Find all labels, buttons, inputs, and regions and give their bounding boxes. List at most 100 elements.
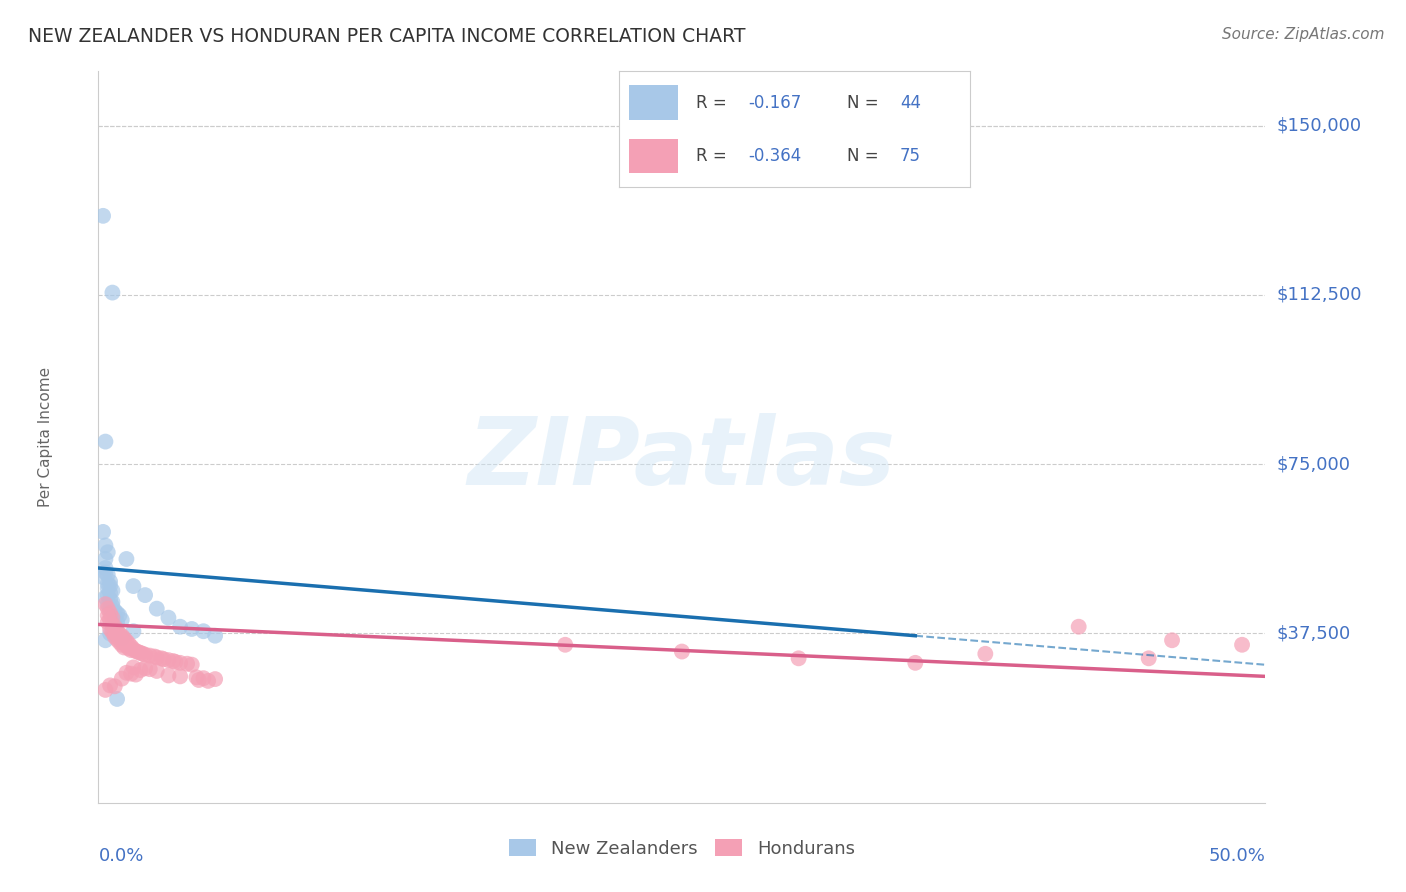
- Point: [139, 662, 162, 676]
- Point: [97, 615, 120, 630]
- Point: [187, 673, 209, 687]
- Text: R =: R =: [696, 147, 733, 165]
- Point: [105, 632, 128, 647]
- Point: [105, 624, 128, 639]
- Text: 75: 75: [900, 147, 921, 165]
- Point: [1067, 620, 1090, 634]
- Text: N =: N =: [846, 147, 884, 165]
- Point: [186, 670, 208, 684]
- Point: [152, 652, 174, 666]
- Point: [101, 610, 124, 624]
- Point: [139, 648, 162, 663]
- Point: [94, 591, 117, 605]
- Point: [974, 647, 997, 661]
- Point: [101, 595, 124, 609]
- Point: [104, 679, 127, 693]
- Point: [97, 608, 120, 623]
- Point: [180, 657, 202, 672]
- Point: [120, 666, 142, 681]
- Point: [125, 644, 148, 658]
- Point: [115, 665, 138, 680]
- Point: [120, 640, 142, 654]
- Point: [111, 613, 134, 627]
- Point: [98, 586, 121, 600]
- Point: [94, 434, 117, 449]
- Point: [120, 643, 142, 657]
- Point: [129, 646, 152, 660]
- Point: [98, 601, 121, 615]
- Point: [111, 629, 134, 643]
- Point: [98, 606, 121, 620]
- Point: [97, 545, 120, 559]
- Point: [134, 588, 156, 602]
- Point: [97, 577, 120, 591]
- Point: [101, 625, 124, 640]
- Point: [98, 626, 121, 640]
- Point: [904, 656, 927, 670]
- Text: -0.364: -0.364: [748, 147, 801, 165]
- Point: [204, 672, 226, 686]
- Point: [787, 651, 810, 665]
- Point: [157, 653, 180, 667]
- Text: 0.0%: 0.0%: [98, 847, 143, 864]
- Text: -0.167: -0.167: [748, 94, 801, 112]
- Point: [94, 566, 117, 580]
- Point: [122, 660, 145, 674]
- Point: [671, 644, 693, 658]
- Point: [104, 620, 127, 634]
- Text: $75,000: $75,000: [1277, 455, 1351, 473]
- Point: [104, 630, 127, 644]
- Point: [97, 601, 120, 615]
- Point: [1230, 638, 1253, 652]
- Point: [169, 669, 191, 683]
- Point: [122, 642, 145, 657]
- Point: [150, 651, 173, 665]
- Point: [98, 574, 121, 589]
- Point: [105, 692, 128, 706]
- Point: [101, 599, 124, 614]
- Point: [146, 601, 169, 615]
- Point: [143, 649, 166, 664]
- Point: [98, 613, 121, 627]
- Point: [91, 524, 114, 539]
- Point: [111, 672, 134, 686]
- Point: [111, 631, 134, 645]
- Point: [197, 673, 219, 688]
- Point: [111, 638, 134, 652]
- Point: [98, 622, 121, 636]
- Point: [165, 655, 187, 669]
- Point: [97, 597, 120, 611]
- Point: [108, 627, 131, 641]
- Point: [180, 622, 202, 636]
- Point: [129, 663, 152, 677]
- Point: [122, 579, 145, 593]
- Point: [105, 615, 128, 630]
- Point: [105, 628, 128, 642]
- Point: [91, 209, 114, 223]
- Text: $150,000: $150,000: [1277, 117, 1361, 135]
- Point: [104, 604, 127, 618]
- Point: [169, 656, 191, 670]
- Point: [91, 570, 114, 584]
- Point: [134, 661, 156, 675]
- Point: [112, 632, 135, 646]
- Point: [193, 624, 215, 639]
- Point: [101, 583, 124, 598]
- Point: [134, 648, 156, 662]
- Point: [204, 629, 226, 643]
- Point: [94, 552, 117, 566]
- Point: [94, 538, 117, 552]
- Point: [97, 567, 120, 582]
- Point: [97, 588, 120, 602]
- Point: [101, 617, 124, 632]
- Text: R =: R =: [696, 94, 733, 112]
- Text: Source: ZipAtlas.com: Source: ZipAtlas.com: [1222, 27, 1385, 42]
- Point: [115, 639, 138, 653]
- Point: [169, 620, 191, 634]
- Point: [105, 606, 128, 620]
- Point: [104, 610, 127, 624]
- Point: [157, 668, 180, 682]
- Point: [101, 285, 124, 300]
- Point: [94, 597, 117, 611]
- Point: [94, 633, 117, 648]
